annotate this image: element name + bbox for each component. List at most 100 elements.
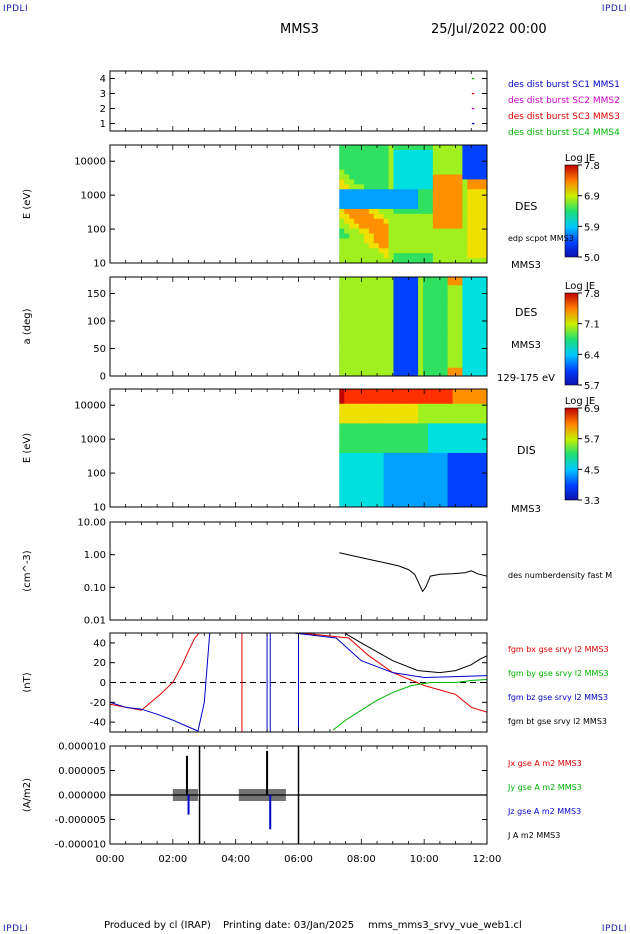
dis-energy-cell (452, 423, 459, 429)
des-energy-cell (363, 184, 370, 190)
des-energy-cell (383, 154, 390, 161)
dis-energy-cell (363, 502, 370, 507)
dis-energy-cell (467, 497, 473, 503)
dis-energy-cell (427, 398, 434, 405)
des-energy-cell (423, 199, 429, 205)
des-energy-cell (442, 238, 449, 244)
des-energy-cell (427, 199, 434, 205)
des-pitch-cell (423, 351, 429, 356)
dis-energy-cell (462, 418, 468, 425)
des-energy-cell (462, 258, 468, 263)
des-pitch-cell (359, 347, 365, 352)
des-pitch-cell (457, 359, 463, 365)
des-energy-cell (447, 169, 454, 176)
des-energy-cell (437, 179, 444, 185)
des-energy-cell (418, 189, 424, 195)
des-pitch-cell (472, 330, 478, 336)
dis-energy-cell (383, 477, 390, 484)
des-energy-cell (447, 154, 454, 161)
des-energy-cell (447, 199, 454, 205)
dis-energy-cell (457, 408, 463, 415)
des-pitch-cell (462, 293, 468, 299)
des-pitch-cell (398, 277, 404, 282)
des-pitch-cell (388, 277, 395, 282)
des-energy-cell (482, 253, 487, 259)
des-pitch-cell (442, 301, 449, 307)
des-energy-cell (472, 169, 478, 176)
des-energy-cell (427, 213, 434, 220)
des-energy-cell (413, 154, 419, 161)
dis-energy-cell (349, 433, 355, 439)
des-energy-cell (423, 248, 429, 254)
des-energy-cell (442, 184, 449, 190)
dis-energy-cell (383, 418, 390, 425)
des-pitch-cell (452, 281, 459, 286)
dis-energy-cell (368, 467, 375, 474)
des-energy-cell (359, 154, 365, 161)
des-energy-cell (339, 169, 345, 176)
des-energy-cell (442, 169, 449, 176)
des-energy-cell (437, 159, 444, 166)
dis-energy-ytick-label: 10000 (74, 401, 106, 412)
des-pitch-cell (383, 277, 390, 282)
des-energy-cell (452, 164, 459, 171)
des-energy-cell (437, 233, 444, 240)
des-pitch-cell (408, 351, 414, 356)
dis-energy-cell (398, 418, 404, 425)
des-pitch-cell (413, 351, 419, 356)
burst-panel-frame (109, 70, 488, 132)
des-pitch-cell (388, 330, 395, 336)
des-pitch-cell (437, 289, 444, 295)
des-energy-cell (423, 233, 429, 240)
des-pitch-cell (398, 359, 404, 365)
dis-energy-cell (388, 462, 395, 469)
dis-energy-cell (344, 413, 350, 420)
dis-energy-cell (462, 438, 468, 444)
des-energy-cell (457, 204, 463, 210)
des-energy-cell (359, 189, 365, 195)
des-energy-cell (388, 159, 395, 166)
dis-energy-cell (418, 472, 424, 479)
des-pitch-cell (467, 355, 473, 361)
des-pitch-cell (477, 281, 483, 286)
des-pitch-cell (349, 314, 355, 319)
des-energy-cell (339, 204, 345, 210)
des-energy-cell (373, 238, 380, 244)
dis-energy-cell (403, 443, 409, 449)
dis-energy-cell (418, 452, 424, 459)
des-pitch-cell (339, 293, 345, 299)
dis-energy-cell (359, 393, 365, 400)
des-energy-cell (452, 248, 459, 254)
dis-energy-cell (363, 492, 370, 498)
dis-energy-cell (472, 457, 478, 464)
des-energy-cell (363, 204, 370, 210)
des-pitch-cell (482, 277, 487, 282)
des-energy-cell (359, 233, 365, 240)
des-pitch-cell (413, 310, 419, 315)
des-energy-cell (354, 145, 360, 151)
colorbar-tick-label: 4.5 (584, 465, 600, 476)
dis-energy-cell (423, 413, 429, 420)
des-pitch-cell (427, 314, 434, 319)
dis-energy-cell (393, 452, 400, 459)
des-energy-cell (427, 228, 434, 235)
des-energy-cell (408, 169, 414, 176)
dis-energy-cell (452, 457, 459, 464)
colorbar (564, 164, 579, 258)
des-energy-cell (432, 159, 439, 166)
des-pitch-cell (354, 305, 360, 311)
des-pitch-cell (432, 318, 439, 323)
des-energy-cell (408, 238, 414, 244)
des-energy-cell (452, 243, 459, 249)
current-ytick-label: -0.000005 (55, 815, 106, 826)
des-energy-cell (373, 169, 380, 176)
des-energy-cell (408, 189, 414, 195)
dis-energy-cell (378, 497, 385, 503)
des-energy-cell (413, 238, 419, 244)
dis-energy-cell (368, 403, 375, 410)
des-pitch-cell (447, 371, 454, 376)
des-energy-cell (383, 213, 390, 220)
dis-energy-cell (408, 482, 414, 488)
des-energy-cell (354, 199, 360, 205)
des-pitch-cell (462, 301, 468, 307)
